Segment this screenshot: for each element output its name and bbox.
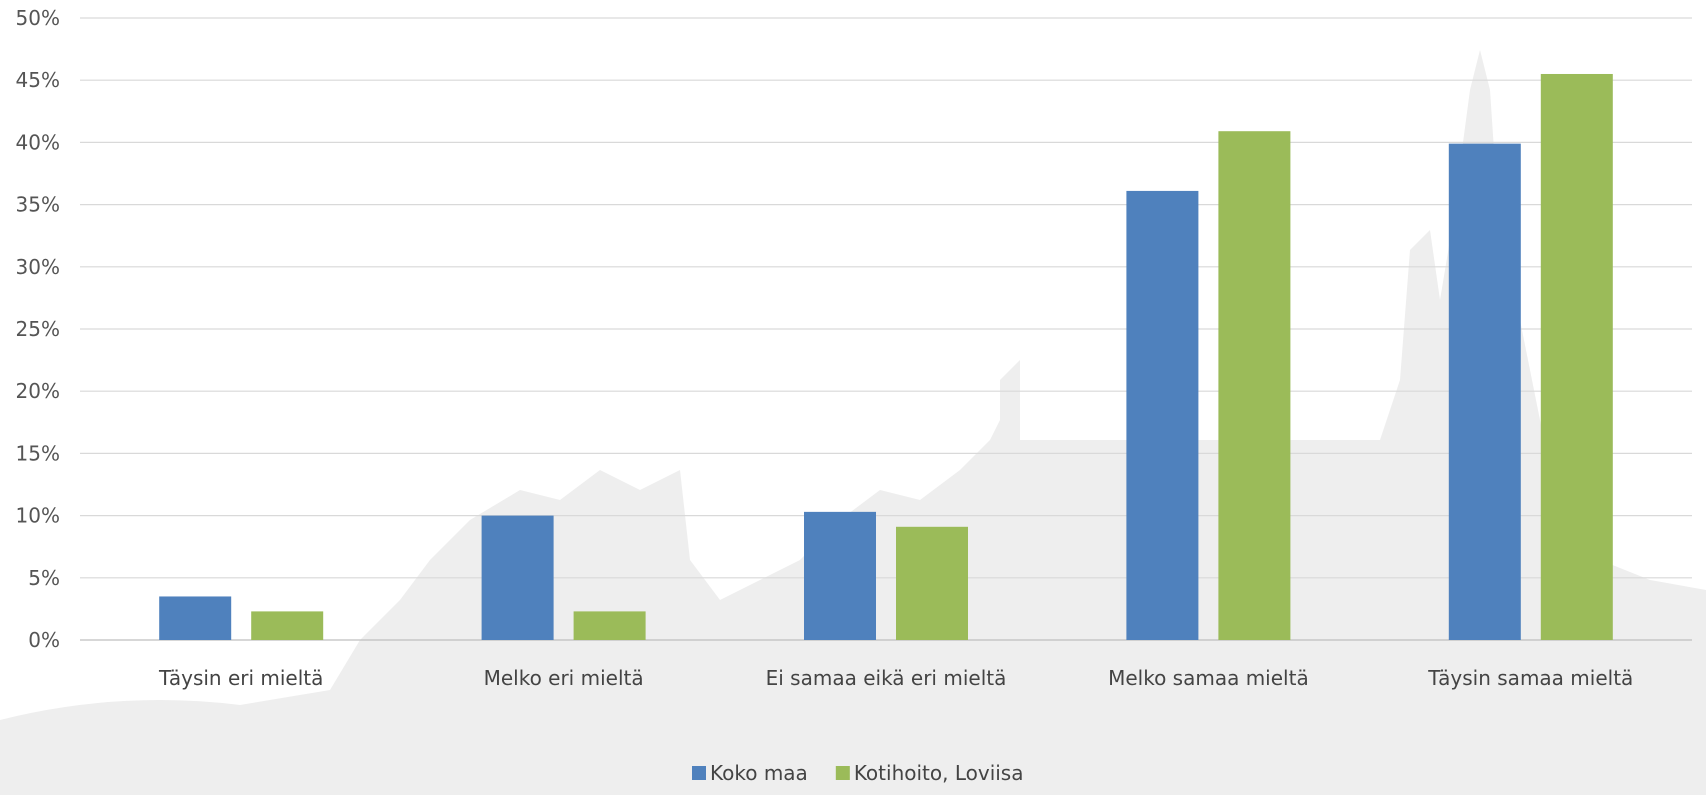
y-tick-label: 45%	[16, 68, 60, 92]
x-tick-label: Melko samaa mieltä	[1108, 666, 1309, 690]
legend-swatch	[692, 766, 706, 780]
y-tick-label: 15%	[16, 441, 60, 465]
bar-koko-maa-1	[481, 515, 554, 640]
y-tick-label: 0%	[28, 628, 60, 652]
bar-kotihoito-loviisa-2	[896, 526, 968, 640]
x-tick-label: Melko eri mieltä	[484, 666, 644, 690]
gridlines	[80, 17, 1692, 641]
bar-kotihoito-loviisa-1	[573, 611, 646, 640]
y-tick-label: 50%	[16, 6, 60, 30]
legend-swatch	[835, 766, 850, 780]
x-tick-label: Täysin eri mieltä	[158, 666, 323, 690]
bar-kotihoito-loviisa-4	[1540, 73, 1613, 641]
legend-label: Koko maa	[710, 761, 808, 785]
bar-koko-maa-0	[159, 596, 232, 640]
bar-koko-maa-2	[804, 511, 876, 640]
bar-kotihoito-loviisa-0	[251, 611, 324, 640]
bar-koko-maa-4	[1448, 143, 1521, 641]
y-tick-label: 5%	[28, 566, 60, 590]
x-tick-label: Täysin samaa mieltä	[1427, 666, 1633, 690]
y-tick-label: 10%	[16, 504, 60, 528]
legend: Koko maa Kotihoito, Loviisa	[692, 761, 1023, 785]
y-tick-label: 25%	[16, 317, 60, 341]
y-tick-label: 40%	[16, 130, 60, 154]
bar-koko-maa-3	[1126, 190, 1199, 640]
y-tick-label: 35%	[16, 193, 60, 217]
y-axis: 0% 5% 10% 15% 20% 25% 30% 35% 40% 45% 50%	[16, 6, 60, 652]
y-tick-label: 20%	[16, 379, 60, 403]
x-tick-label: Ei samaa eikä eri mieltä	[766, 666, 1007, 690]
x-axis: Täysin eri mieltä Melko eri mieltä Ei sama…	[158, 666, 1633, 690]
legend-label: Kotihoito, Loviisa	[854, 761, 1024, 785]
bar-kotihoito-loviisa-3	[1218, 131, 1291, 641]
bars	[159, 73, 1613, 641]
y-tick-label: 30%	[16, 255, 60, 279]
